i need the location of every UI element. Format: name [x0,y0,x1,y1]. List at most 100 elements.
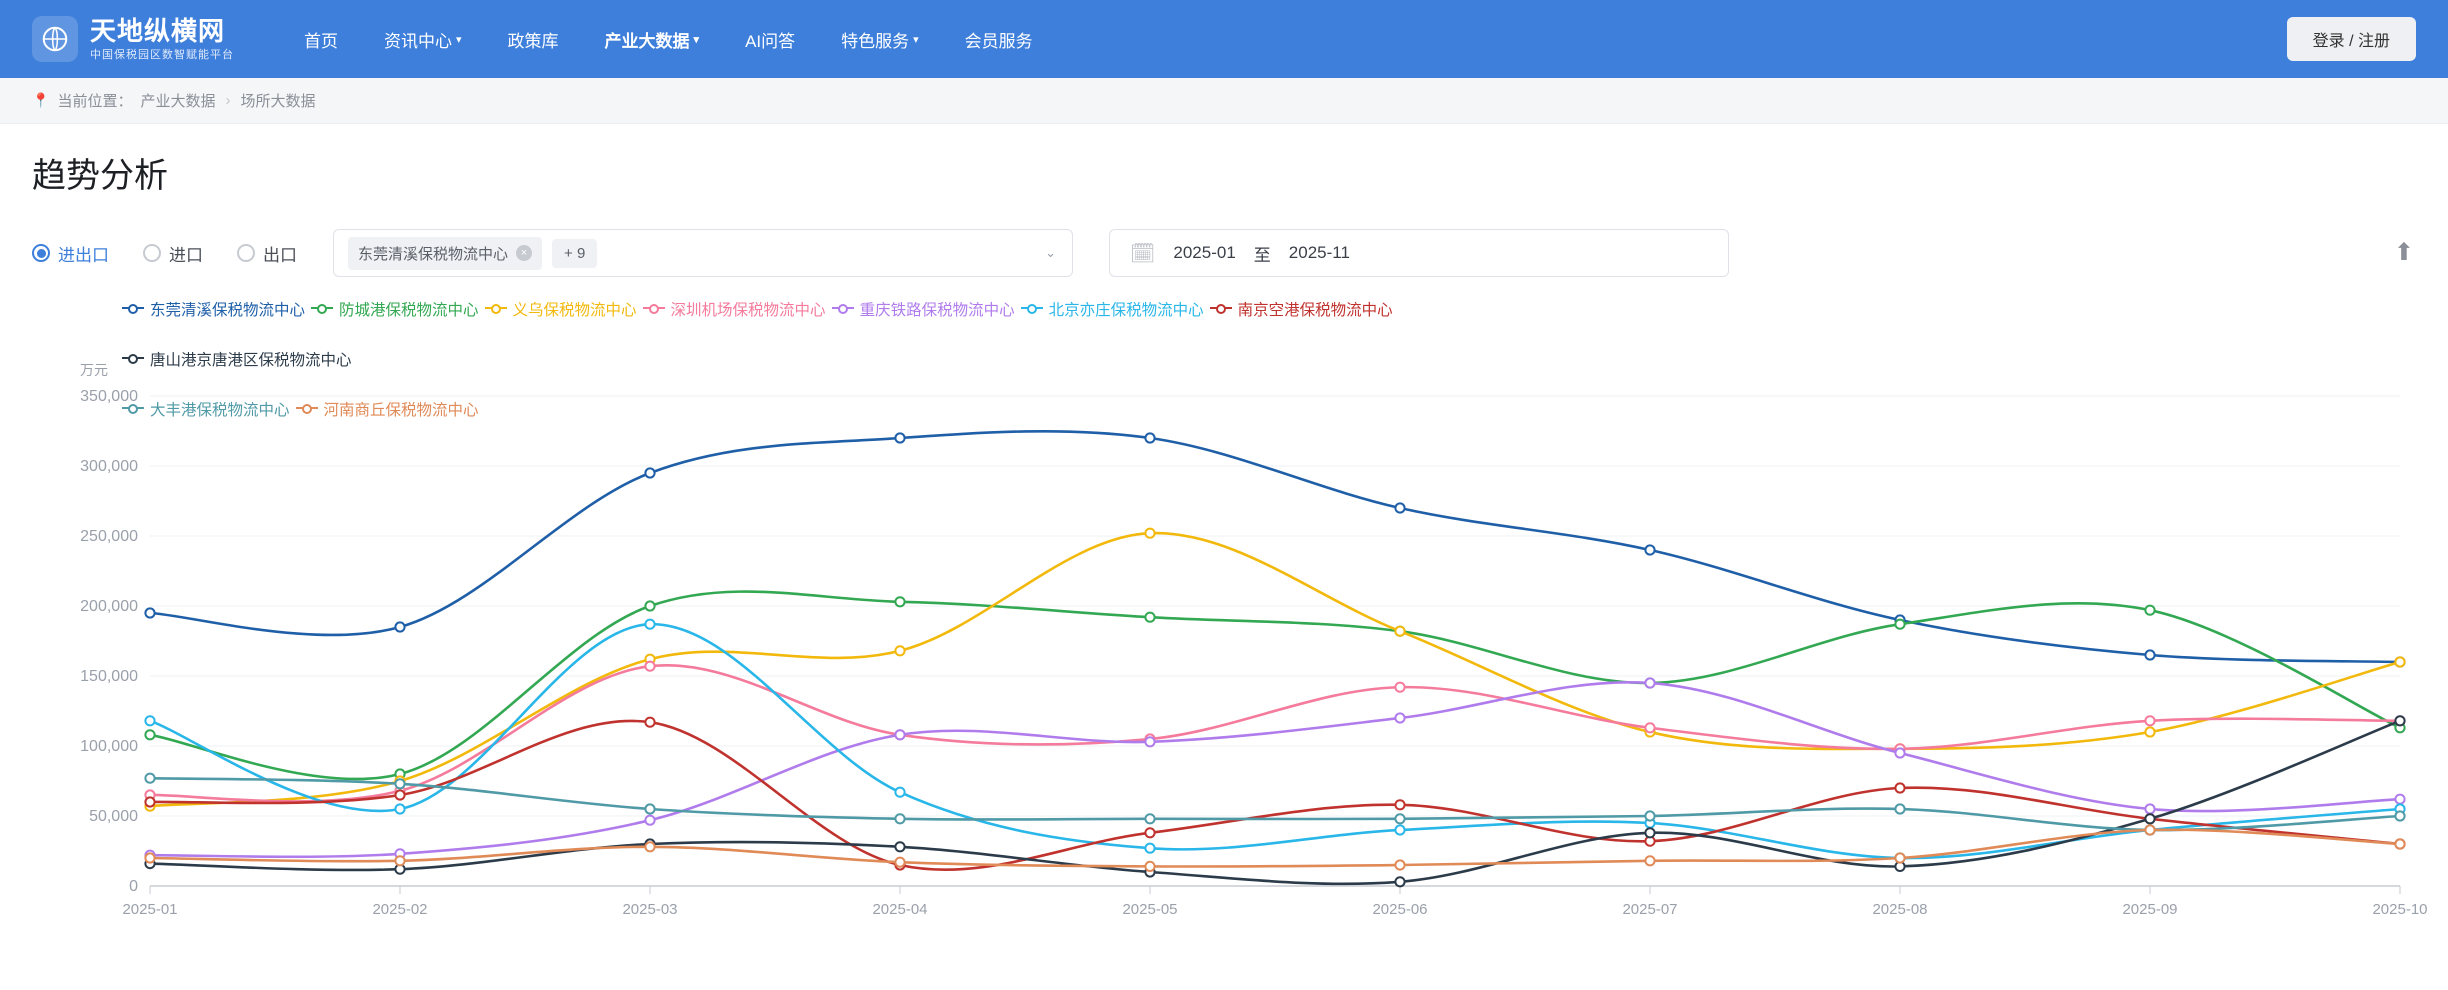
remove-tag-icon[interactable]: × [516,245,532,261]
data-point[interactable] [645,662,654,671]
data-point[interactable] [1145,529,1154,538]
data-point[interactable] [1395,683,1404,692]
data-point[interactable] [395,856,404,865]
data-point[interactable] [395,790,404,799]
data-point[interactable] [145,853,154,862]
data-point[interactable] [1895,620,1904,629]
data-point[interactable] [1645,828,1654,837]
data-point[interactable] [2395,839,2404,848]
data-point[interactable] [1395,814,1404,823]
data-point[interactable] [2145,716,2154,725]
data-point[interactable] [1395,877,1404,886]
legend-item-0[interactable]: 东莞清溪保税物流中心 [122,298,305,320]
data-point[interactable] [1395,860,1404,869]
data-point[interactable] [145,730,154,739]
selected-site-chip[interactable]: 东莞清溪保税物流中心 × [348,237,542,270]
data-point[interactable] [145,608,154,617]
data-point[interactable] [2395,657,2404,666]
radio-option-2[interactable]: 出口 [237,241,297,266]
series-line-重庆铁路保税物流中心[interactable] [150,682,2400,856]
data-point[interactable] [645,468,654,477]
data-point[interactable] [895,597,904,606]
legend-item-1[interactable]: 防城港保税物流中心 [311,298,479,320]
data-point[interactable] [895,842,904,851]
more-sites-chip[interactable]: + 9 [552,239,597,268]
data-point[interactable] [2395,795,2404,804]
legend-item-6[interactable]: 南京空港保税物流中心 [1210,298,1393,320]
data-point[interactable] [645,842,654,851]
data-point[interactable] [1395,713,1404,722]
data-point[interactable] [1645,811,1654,820]
data-point[interactable] [1145,862,1154,871]
data-point[interactable] [1395,825,1404,834]
legend-item-3[interactable]: 深圳机场保税物流中心 [643,298,826,320]
data-point[interactable] [395,622,404,631]
data-point[interactable] [1145,737,1154,746]
data-point[interactable] [1895,804,1904,813]
site-multiselect-dropdown[interactable]: 东莞清溪保税物流中心 × + 9 ⌄ [333,229,1073,277]
data-point[interactable] [1895,853,1904,862]
nav-item-2[interactable]: 政策库 [508,27,559,52]
data-point[interactable] [2145,814,2154,823]
series-line-唐山港京唐港区保税物流中心[interactable] [150,721,2400,884]
data-point[interactable] [1895,748,1904,757]
login-register-button[interactable]: 登录 / 注册 [2287,17,2416,61]
legend-item-2[interactable]: 义乌保税物流中心 [485,298,637,320]
data-point[interactable] [1395,503,1404,512]
data-point[interactable] [2145,606,2154,615]
dropdown-chevron-icon[interactable]: ⌄ [1045,245,1056,261]
data-point[interactable] [895,646,904,655]
data-point[interactable] [1645,723,1654,732]
data-point[interactable] [1395,627,1404,636]
data-point[interactable] [2395,811,2404,820]
data-point[interactable] [645,601,654,610]
nav-item-4[interactable]: AI问答 [745,27,795,52]
plot-area[interactable]: 0 50,000 100,000 150,000 200,000 250,000 300,0… [80,386,2410,926]
data-point[interactable] [895,788,904,797]
nav-item-6[interactable]: 会员服务 [965,27,1033,52]
data-point[interactable] [2145,727,2154,736]
date-start-value[interactable]: 2025-01 [1173,243,1235,263]
data-point[interactable] [1145,828,1154,837]
breadcrumb-item-0[interactable]: 产业大数据 [140,90,215,111]
data-point[interactable] [895,433,904,442]
radio-option-0[interactable]: 进出口 [32,241,109,266]
data-point[interactable] [395,804,404,813]
data-point[interactable] [645,804,654,813]
data-point[interactable] [1645,545,1654,554]
data-point[interactable] [1145,844,1154,853]
data-point[interactable] [895,858,904,867]
data-point[interactable] [145,797,154,806]
data-point[interactable] [1395,800,1404,809]
legend-item-4[interactable]: 重庆铁路保税物流中心 [832,298,1015,320]
data-point[interactable] [1145,814,1154,823]
legend-item-5[interactable]: 北京亦庄保税物流中心 [1021,298,1204,320]
breadcrumb-item-1[interactable]: 场所大数据 [240,90,315,111]
data-point[interactable] [1145,433,1154,442]
data-point[interactable] [395,779,404,788]
nav-item-3[interactable]: 产业大数据 ▾ [605,27,700,52]
data-point[interactable] [895,814,904,823]
date-end-value[interactable]: 2025-11 [1289,243,1350,263]
data-point[interactable] [2145,804,2154,813]
data-point[interactable] [1145,613,1154,622]
export-icon[interactable]: ⬆ [2394,238,2414,267]
radio-option-1[interactable]: 进口 [143,241,203,266]
nav-item-0[interactable]: 首页 [304,27,338,52]
data-point[interactable] [145,716,154,725]
data-point[interactable] [1895,783,1904,792]
data-point[interactable] [2395,716,2404,725]
data-point[interactable] [2145,650,2154,659]
data-point[interactable] [2145,825,2154,834]
data-point[interactable] [645,718,654,727]
nav-item-5[interactable]: 特色服务 ▾ [841,27,919,52]
data-point[interactable] [1645,856,1654,865]
legend-item-7[interactable]: 唐山港京唐港区保税物流中心 [122,348,2422,370]
data-point[interactable] [145,774,154,783]
date-range-picker[interactable]: 🗓 2025-01 至 2025-11 [1109,229,1729,277]
data-point[interactable] [1645,678,1654,687]
nav-item-1[interactable]: 资讯中心 ▾ [384,27,462,52]
data-point[interactable] [645,620,654,629]
data-point[interactable] [895,730,904,739]
data-point[interactable] [645,816,654,825]
